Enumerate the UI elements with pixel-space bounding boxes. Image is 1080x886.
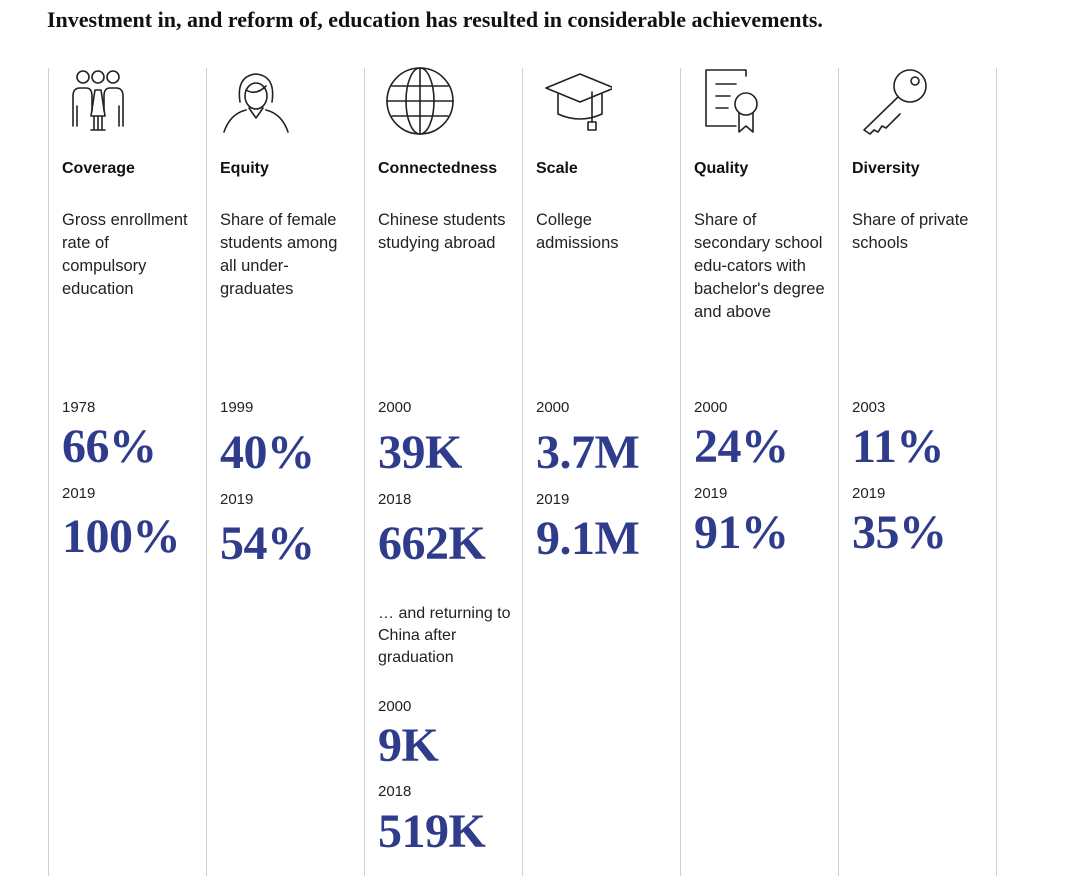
column-description: Share of secondary school edu-cators wit…	[694, 211, 825, 321]
stat-value: 24%	[694, 420, 789, 473]
stat-value: 3.7M	[536, 426, 640, 479]
column-description: Share of female students among all under…	[220, 211, 338, 298]
stat-value: 66%	[62, 420, 157, 473]
returning-note: … and returning to China after graduatio…	[378, 605, 511, 666]
column-heading: Quality	[694, 160, 749, 177]
column-heading: Diversity	[852, 160, 920, 177]
year-label: 2000	[378, 698, 412, 715]
stat-value: 662K	[378, 517, 486, 570]
column-connectedness: Connectedness Chinese students studying …	[364, 0, 511, 886]
page-title: Investment in, and reform of, education …	[47, 7, 823, 32]
year-label: 2000	[536, 399, 570, 416]
column-divider	[680, 68, 681, 876]
column-divider	[522, 68, 523, 876]
stat-value: 9K	[378, 719, 439, 772]
year-label: 2019	[852, 485, 886, 502]
female-student-icon	[216, 66, 296, 138]
certificate-icon	[690, 66, 770, 138]
column-divider	[48, 68, 49, 876]
year-label: 2000	[694, 399, 728, 416]
column-scale: Scale College admissions 2000 3.7M 2019 …	[522, 0, 667, 886]
stat-value: 39K	[378, 426, 462, 479]
year-label: 2018	[378, 491, 412, 508]
stat-value: 9.1M	[536, 512, 640, 565]
stat-value: 35%	[852, 506, 947, 559]
globe-icon	[374, 66, 454, 138]
column-description: Gross enrollment rate of compulsory educ…	[62, 211, 188, 298]
stat-value: 91%	[694, 506, 789, 559]
year-label: 2003	[852, 399, 886, 416]
column-divider	[838, 68, 839, 876]
column-divider	[206, 68, 207, 876]
people-group-icon	[58, 66, 138, 138]
column-divider	[996, 68, 997, 876]
column-description: Share of private schools	[852, 211, 969, 252]
stat-value: 100%	[62, 510, 181, 563]
column-description: College admissions	[536, 211, 619, 252]
column-description: Chinese students studying abroad	[378, 211, 506, 252]
column-equity: Equity Share of female students among al…	[206, 0, 351, 886]
stat-value: 519K	[378, 805, 486, 858]
column-heading: Connectedness	[378, 160, 498, 177]
year-label: 1999	[220, 399, 254, 416]
year-label: 2000	[378, 399, 412, 416]
key-icon	[848, 66, 928, 138]
stat-value: 40%	[220, 426, 315, 479]
graduation-cap-icon	[532, 66, 615, 138]
column-heading: Coverage	[62, 160, 135, 177]
column-heading: Equity	[220, 160, 269, 177]
year-label: 2019	[694, 485, 728, 502]
year-label: 2018	[378, 783, 412, 800]
column-heading: Scale	[536, 160, 578, 177]
column-coverage: Coverage Gross enrollment rate of compul…	[48, 0, 193, 886]
column-divider	[364, 68, 365, 876]
year-label: 2019	[62, 485, 96, 502]
year-label: 2019	[220, 491, 254, 508]
column-diversity: Diversity Share of private schools 2003 …	[838, 0, 983, 886]
stat-value: 11%	[852, 420, 944, 473]
year-label: 2019	[536, 491, 570, 508]
column-quality: Quality Share of secondary school edu-ca…	[680, 0, 825, 886]
year-label: 1978	[62, 399, 96, 416]
stat-value: 54%	[220, 517, 315, 570]
